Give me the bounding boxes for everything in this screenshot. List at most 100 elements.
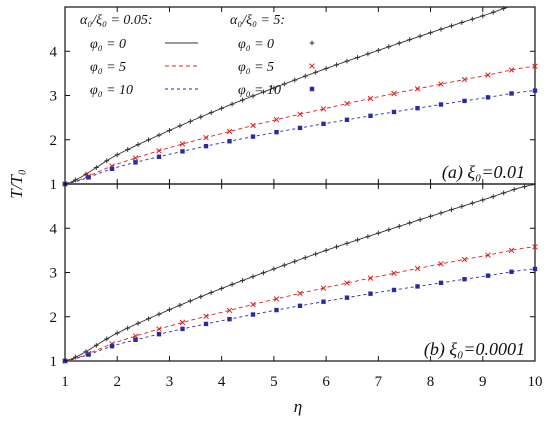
data-point [203,134,209,141]
data-point [208,290,214,295]
data-point [407,220,413,226]
data-point [227,139,232,144]
data-point [187,118,193,124]
data-point [438,261,444,267]
data-point [417,217,423,223]
data-point [227,316,232,322]
data-point [203,313,209,320]
data-point [355,237,360,243]
x-tick-label: 9 [479,374,487,390]
data-point [368,113,373,119]
y-tick-label: 3 [50,266,58,282]
data-point [133,160,138,165]
data-point [133,337,138,343]
data-point [532,63,538,70]
data-point [428,30,433,36]
legend-rows: φ₀ = 0 φ₀ = 0 φ₀ = 5 φ₀ = 5 φ₀ = 10 φ₀ = 10 [90,37,315,98]
data-point [229,101,235,107]
data-point [320,106,327,112]
legend-point-swatch [309,40,315,46]
data-point [219,286,225,291]
panel-a-series [62,6,538,187]
legend-line-label: φ₀ = 10 [90,83,133,98]
data-point [156,132,162,138]
data-point [485,273,491,278]
data-point [313,69,319,75]
x-tick-label: 5 [270,374,278,390]
data-point [501,190,507,196]
x-tick-label: 8 [427,374,435,390]
data-point [415,105,420,111]
data-point [177,123,183,129]
data-point [428,213,433,219]
data-point [226,128,233,135]
data-point [203,143,209,149]
data-point [250,134,256,139]
data-point [297,303,303,309]
data-point [509,91,514,96]
panel-b: (b) ξ₀=0.0001 [62,183,538,364]
data-point [509,269,514,275]
data-point [485,72,491,78]
data-point [203,321,209,327]
data-point [250,93,256,99]
data-point [511,187,517,192]
data-point [297,111,303,117]
data-point [386,227,392,233]
x-tick-label: 4 [218,374,226,390]
data-point [469,200,475,206]
data-point [323,247,329,253]
data-point [156,331,162,337]
data-point [302,73,308,79]
data-point [391,287,397,293]
legend-line-header: α₀/ξ₀ = 0.05: [80,13,153,28]
data-point [407,37,413,43]
data-point [281,262,287,268]
data-point [198,294,204,300]
data-point [180,149,185,154]
data-point [391,270,397,276]
data-point [480,13,486,19]
data-point [114,330,120,336]
data-point [114,152,120,158]
x-tick-label: 3 [166,374,174,390]
data-point [93,165,99,170]
data-point [508,247,515,254]
data-point [250,312,256,317]
data-point [250,274,256,279]
data-point [229,282,235,287]
data-point [438,102,444,107]
data-point [532,266,538,272]
data-point [146,316,151,322]
data-point [365,51,371,57]
data-point [167,307,172,313]
x-tick-label: 2 [113,374,121,390]
y-tick-label: 2 [50,310,58,326]
legend-line-label: φ₀ = 0 [90,37,126,52]
panel-a-label: (a) ξ₀=0.01 [442,162,525,183]
data-point [469,16,475,22]
data-point [461,76,468,83]
data-point [156,326,162,332]
data-point [417,33,423,39]
data-point [167,128,172,133]
data-point [297,125,303,131]
data-point [125,147,131,152]
data-point [344,240,350,246]
data-point [250,122,256,129]
legend-point-swatch [309,86,315,92]
data-point [438,280,444,286]
data-point [302,255,308,261]
data-point [156,148,162,154]
data-point [297,290,303,297]
data-point [86,175,91,180]
data-point [156,154,162,159]
data-point [146,137,151,143]
data-point [321,299,326,304]
data-point [179,319,186,326]
data-point [449,207,454,213]
data-point [532,88,538,93]
data-point [391,90,397,97]
data-point [187,298,193,304]
